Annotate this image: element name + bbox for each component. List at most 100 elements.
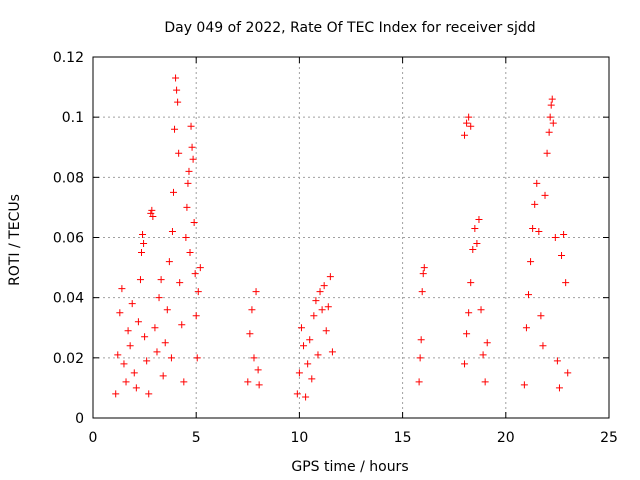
data-point [300, 342, 308, 350]
data-point [320, 282, 328, 290]
data-point [180, 378, 188, 386]
data-point [136, 276, 144, 284]
data-point [178, 321, 186, 329]
x-tick-label: 15 [394, 430, 412, 446]
y-tick-label: 0.06 [53, 231, 84, 247]
data-point [318, 306, 326, 314]
data-point [187, 122, 195, 130]
data-point [312, 297, 320, 305]
data-point [304, 360, 312, 368]
y-tick-label: 0.04 [53, 291, 84, 307]
axis-ticks [92, 56, 610, 419]
data-point [250, 354, 258, 362]
data-point [132, 384, 140, 392]
data-point [188, 143, 196, 151]
data-point [138, 249, 146, 257]
data-point [189, 155, 197, 163]
data-point [551, 234, 559, 241]
data-point [165, 258, 173, 266]
data-point [163, 306, 171, 314]
data-point [545, 128, 553, 136]
data-point [477, 306, 485, 314]
data-point [560, 230, 568, 238]
data-point [326, 273, 334, 281]
data-point [520, 381, 528, 389]
data-point [193, 354, 201, 362]
data-point [174, 98, 182, 106]
data-point [316, 288, 324, 296]
grid-lines [93, 57, 609, 418]
data-point [192, 312, 200, 320]
data-point [461, 360, 469, 368]
data-point [465, 113, 473, 121]
y-tick-label: 0.1 [62, 110, 84, 126]
y-axis-label: ROTI / TECUs [7, 194, 23, 286]
y-tick-label: 0.08 [53, 170, 84, 186]
data-point [134, 318, 142, 326]
data-point [145, 390, 153, 398]
y-tick-label: 0 [75, 411, 84, 427]
data-point [143, 357, 151, 365]
data-point [537, 312, 545, 320]
data-point [558, 252, 566, 260]
data-point [465, 309, 473, 317]
data-point [297, 324, 305, 332]
data-point [324, 303, 332, 311]
data-points [112, 74, 572, 401]
plot-frame [92, 56, 610, 419]
data-point [553, 357, 561, 365]
data-point [535, 227, 543, 235]
data-point [541, 191, 549, 199]
data-point [190, 218, 198, 226]
data-point [141, 333, 149, 341]
data-point [543, 149, 551, 157]
data-point [310, 312, 318, 320]
data-point [539, 342, 547, 350]
data-point [469, 246, 477, 254]
data-point [293, 390, 301, 398]
data-point [168, 227, 176, 235]
data-point [183, 203, 191, 211]
data-point [186, 249, 194, 257]
data-point [184, 179, 192, 187]
data-point [172, 74, 180, 82]
data-point [246, 330, 254, 338]
data-point [175, 149, 183, 157]
data-point [153, 348, 161, 356]
data-point [416, 354, 424, 362]
data-point [475, 215, 483, 223]
data-point [139, 230, 147, 238]
data-point [302, 393, 310, 401]
data-point [171, 125, 179, 133]
data-point [418, 288, 426, 296]
data-point [254, 366, 262, 374]
data-point [417, 336, 425, 344]
data-point [167, 354, 175, 362]
data-point [149, 212, 157, 220]
data-point [461, 131, 469, 139]
data-point [191, 270, 199, 278]
data-point [118, 285, 126, 293]
data-point [483, 339, 491, 347]
x-tick-label: 25 [600, 430, 618, 446]
data-point [194, 288, 202, 296]
data-point [328, 348, 336, 356]
data-point [533, 179, 541, 187]
data-point [130, 369, 138, 377]
data-point [479, 351, 487, 359]
data-point [564, 369, 572, 377]
x-tick-label: 20 [497, 430, 515, 446]
data-point [463, 119, 471, 127]
data-point [159, 372, 167, 380]
data-point [419, 270, 427, 278]
data-point [547, 101, 555, 109]
data-point [420, 264, 428, 272]
x-tick-label: 10 [290, 430, 308, 446]
data-point [295, 369, 303, 377]
data-point [463, 330, 471, 338]
data-point [176, 279, 184, 287]
data-point [116, 309, 124, 317]
data-point [549, 119, 557, 127]
data-point [415, 378, 423, 386]
